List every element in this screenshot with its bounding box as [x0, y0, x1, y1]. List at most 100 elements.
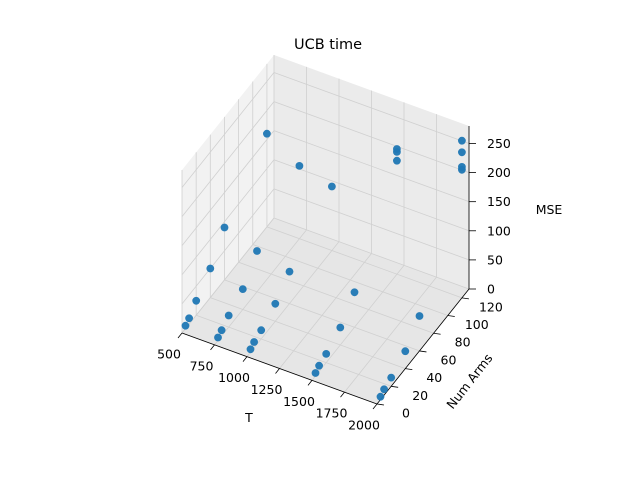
- grid-line-z: [273, 72, 470, 144]
- x-tick-mark: [307, 380, 313, 386]
- tick-marks: [177, 143, 476, 410]
- scatter-point: [295, 162, 304, 170]
- grid-line-y: [266, 226, 463, 299]
- y-tick-mark: [433, 332, 441, 335]
- y-tick-mark: [419, 350, 427, 353]
- y-axis-line: [376, 288, 470, 405]
- grid-line-z: [273, 130, 470, 203]
- z-tick-label: 200: [487, 165, 511, 180]
- scatter-point: [350, 288, 359, 297]
- scatter-point: [192, 296, 201, 305]
- tick-labels: 5007501000125015001750200002040608010012…: [157, 136, 511, 433]
- scatter-point: [271, 299, 280, 308]
- y-tick-label: 60: [441, 352, 457, 367]
- scatter-point: [380, 385, 388, 394]
- data-points: [181, 129, 466, 401]
- y-tick-label: 40: [426, 370, 442, 385]
- x-tick-label: 750: [190, 358, 214, 373]
- x-tick-mark: [340, 391, 345, 398]
- grid-line-z: [273, 101, 470, 173]
- scatter-point: [401, 347, 410, 356]
- scatter-point: [185, 314, 194, 323]
- x-tick-label: 1750: [316, 406, 348, 421]
- z-tick-label: 50: [487, 252, 503, 267]
- grid-line-x: [246, 241, 340, 357]
- scatter-point: [263, 129, 271, 138]
- grid-line-y: [224, 279, 420, 352]
- scatter-point: [257, 326, 266, 335]
- scatter-point: [387, 373, 396, 382]
- scatter-point: [224, 311, 233, 320]
- scatter-point: [220, 223, 229, 232]
- scatter-point: [181, 321, 190, 330]
- grid-line-z: [273, 217, 470, 290]
- scatter-point: [253, 247, 261, 255]
- y-tick-mark: [405, 368, 413, 371]
- y-tick-label: 80: [455, 335, 471, 350]
- scatter-point: [206, 264, 215, 273]
- grid-line-y: [210, 297, 406, 369]
- grid-line-y: [252, 244, 448, 316]
- chart-title: UCB time: [294, 37, 362, 53]
- scatter-point: [311, 369, 320, 377]
- y-tick-label: 20: [412, 388, 428, 403]
- scatter-point: [336, 323, 345, 332]
- z-tick-label: 0: [487, 282, 495, 297]
- y-tick-mark: [461, 297, 469, 300]
- y-tick-mark: [376, 403, 385, 406]
- x-tick-label: 1000: [218, 370, 250, 385]
- scatter-point: [217, 326, 226, 335]
- grid-line-x: [344, 276, 437, 393]
- grid-line-z: [273, 159, 470, 232]
- grid-line-z: [273, 188, 470, 261]
- y-tick-mark: [391, 385, 399, 388]
- x-tick-mark: [177, 332, 183, 339]
- x-tick-mark: [275, 368, 280, 374]
- scatter-point: [458, 136, 466, 145]
- z-tick-label: 150: [487, 194, 511, 209]
- grid-line-z: [181, 217, 275, 334]
- left-pane: [182, 55, 274, 333]
- scatter-point: [376, 392, 385, 401]
- grid-line-z: [181, 159, 275, 276]
- y-tick-label: 120: [479, 299, 503, 314]
- scatter-point: [285, 267, 294, 276]
- scatter-point: [250, 338, 258, 346]
- scatter-point: [246, 345, 255, 354]
- grid-line-x: [214, 229, 307, 346]
- grid-line-z: [181, 188, 275, 305]
- grid-line-z: [181, 130, 275, 246]
- x-tick-mark: [210, 344, 215, 351]
- z-axis-label: MSE: [536, 202, 563, 217]
- grid-line-z: [181, 72, 275, 188]
- scatter-point: [214, 333, 222, 342]
- y-tick-label: 100: [465, 317, 489, 332]
- z-tick-label: 250: [487, 136, 511, 151]
- grid-line-y: [238, 261, 434, 334]
- x-tick-label: 1250: [251, 382, 283, 397]
- scatter-point: [238, 285, 247, 293]
- z-tick-label: 100: [487, 223, 511, 238]
- scatter-point: [393, 145, 401, 153]
- grid-line-y: [196, 314, 392, 387]
- y-tick-label: 0: [402, 406, 410, 421]
- scatter-point: [328, 182, 336, 191]
- scatter-point: [393, 156, 401, 165]
- x-axis-label: T: [244, 410, 253, 425]
- scatter-point: [458, 163, 466, 171]
- x-tick-label: 1500: [283, 394, 315, 409]
- grid-lines: [181, 55, 470, 405]
- grid-line-z: [181, 101, 275, 217]
- scatter-point: [415, 312, 424, 320]
- scatter-point: [315, 361, 323, 370]
- grid-line-x: [279, 253, 372, 369]
- scatter-point: [458, 148, 466, 157]
- grid-line-x: [311, 265, 405, 381]
- y-tick-mark: [447, 315, 455, 317]
- x-tick-label: 500: [157, 347, 181, 362]
- x-tick-label: 2000: [348, 418, 380, 433]
- scatter-point: [322, 350, 331, 358]
- x-tick-mark: [372, 403, 378, 410]
- x-tick-mark: [242, 356, 248, 362]
